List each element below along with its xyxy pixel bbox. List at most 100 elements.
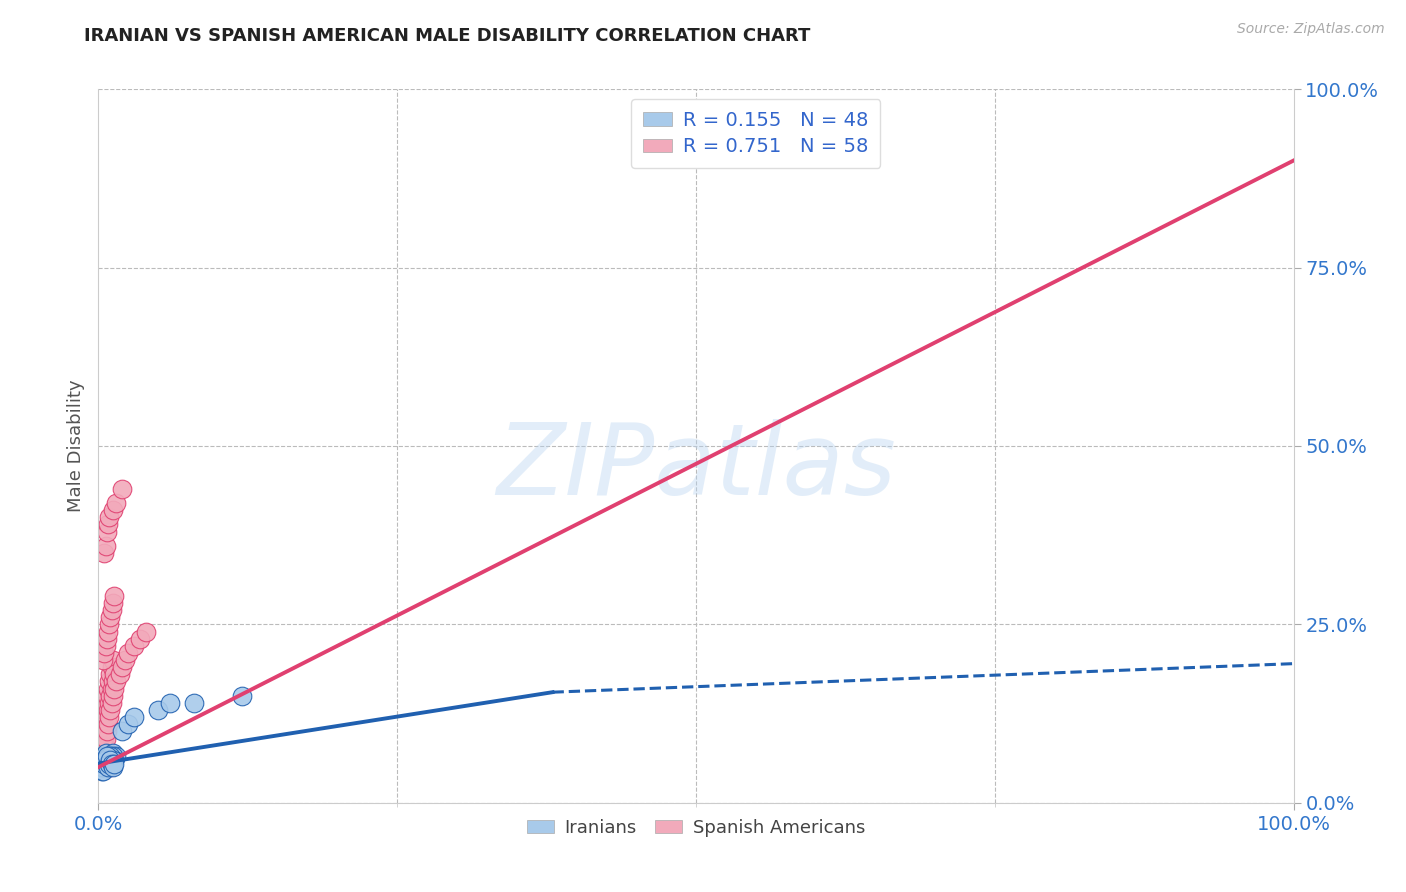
Point [100, 756, 122, 771]
Text: IRANIAN VS SPANISH AMERICAN MALE DISABILITY CORRELATION CHART: IRANIAN VS SPANISH AMERICAN MALE DISABIL… [84, 27, 811, 45]
Point [100, 753, 122, 767]
Point [94, 724, 117, 739]
Point [101, 746, 124, 760]
Point [105, 749, 128, 764]
Point [98, 760, 121, 774]
Point [93, 646, 115, 660]
Point [98, 617, 121, 632]
Point [98, 610, 122, 624]
Point [100, 603, 122, 617]
Point [100, 696, 122, 710]
Point [94, 753, 117, 767]
Point [105, 496, 128, 510]
Point [91, 710, 114, 724]
Point [114, 653, 136, 667]
Point [96, 632, 118, 646]
Point [117, 646, 139, 660]
Point [98, 749, 121, 764]
Point [96, 749, 118, 764]
Point [101, 749, 124, 764]
Point [97, 760, 120, 774]
Point [98, 510, 121, 524]
Point [111, 660, 134, 674]
Point [91, 756, 114, 771]
Point [117, 717, 139, 731]
Point [103, 753, 125, 767]
Point [98, 703, 122, 717]
Point [97, 753, 120, 767]
Point [148, 703, 170, 717]
Point [93, 756, 115, 771]
Point [98, 760, 122, 774]
Point [98, 756, 121, 771]
Point [93, 756, 115, 771]
Legend: Iranians, Spanish Americans: Iranians, Spanish Americans [519, 812, 873, 844]
Point [91, 760, 114, 774]
Point [98, 756, 122, 771]
Point [98, 674, 121, 689]
Point [93, 753, 115, 767]
Point [94, 539, 117, 553]
Point [96, 724, 118, 739]
Point [124, 639, 146, 653]
Point [97, 681, 120, 696]
Point [97, 756, 120, 771]
Point [100, 660, 122, 674]
Point [96, 689, 118, 703]
Point [97, 717, 120, 731]
Point [100, 756, 122, 771]
Point [94, 760, 117, 774]
Point [93, 739, 115, 753]
Point [111, 724, 134, 739]
Point [93, 546, 115, 560]
Point [103, 681, 125, 696]
Point [135, 624, 157, 639]
Point [93, 703, 115, 717]
Point [103, 756, 125, 771]
Point [96, 760, 118, 774]
Point [91, 764, 114, 778]
Point [108, 667, 131, 681]
Point [103, 589, 125, 603]
Point [96, 753, 118, 767]
Point [94, 696, 117, 710]
Point [94, 753, 117, 767]
Point [96, 756, 118, 771]
Text: Source: ZipAtlas.com: Source: ZipAtlas.com [1237, 22, 1385, 37]
Point [93, 731, 115, 746]
Point [98, 753, 122, 767]
Point [100, 681, 122, 696]
Point [98, 710, 121, 724]
Point [97, 517, 120, 532]
Point [96, 524, 118, 539]
Point [111, 482, 134, 496]
Point [129, 632, 152, 646]
Point [101, 760, 124, 774]
Point [91, 760, 114, 774]
Point [98, 667, 122, 681]
Point [101, 503, 124, 517]
Point [101, 674, 124, 689]
Point [231, 689, 253, 703]
Point [91, 724, 114, 739]
Point [91, 653, 114, 667]
Point [91, 764, 114, 778]
Text: ZIPatlas: ZIPatlas [496, 419, 896, 516]
Point [98, 753, 121, 767]
Point [103, 667, 125, 681]
Point [105, 674, 128, 689]
Point [94, 731, 117, 746]
Point [98, 753, 122, 767]
Point [91, 739, 114, 753]
Y-axis label: Male Disability: Male Disability [66, 380, 84, 512]
Point [103, 753, 125, 767]
Point [101, 689, 124, 703]
Point [97, 756, 120, 771]
Point [97, 703, 120, 717]
Point [101, 596, 124, 610]
Point [93, 749, 115, 764]
Point [124, 710, 146, 724]
Point [98, 689, 122, 703]
Point [91, 753, 114, 767]
Point [97, 624, 120, 639]
